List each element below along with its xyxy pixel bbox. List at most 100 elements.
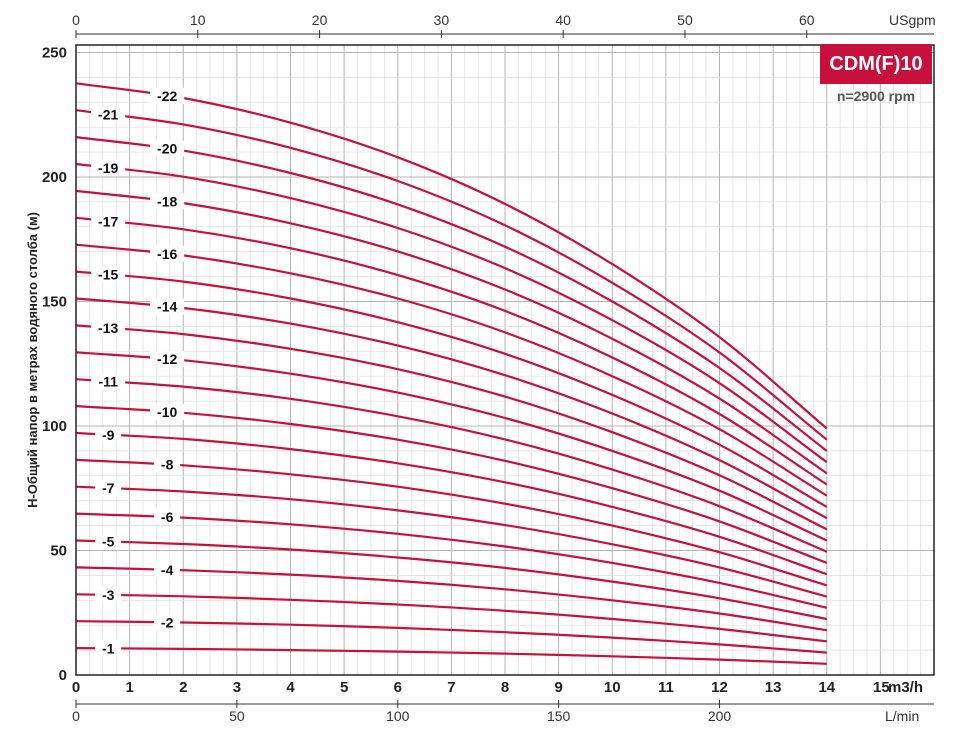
curve-12 <box>75 351 828 542</box>
lmin-tick-label: 150 <box>547 708 571 724</box>
curve-label: -1 <box>102 640 115 656</box>
curve-label-background <box>95 640 122 657</box>
x-tick-label: 4 <box>286 679 295 696</box>
curve-group <box>75 82 828 665</box>
curve-9 <box>75 431 828 576</box>
curve-label: -17 <box>98 213 118 229</box>
y-tick-label: 200 <box>42 169 67 186</box>
curve-label: -18 <box>157 193 177 209</box>
curve-label-background <box>91 373 126 390</box>
x-unit-lmin: L/min <box>885 708 919 724</box>
curve-label: -19 <box>98 160 118 176</box>
curve-label-background <box>150 403 185 420</box>
curve-21 <box>75 109 828 441</box>
speed-label: n=2900 rpm <box>836 88 916 104</box>
curve-label: -22 <box>157 88 177 104</box>
curve-label-background <box>91 320 126 337</box>
y-tick-label: 100 <box>42 418 67 435</box>
curve-label: -7 <box>102 480 115 496</box>
top-tick-label: 40 <box>555 12 571 28</box>
curve-22 <box>75 82 828 430</box>
x-tick-label: 13 <box>765 679 782 696</box>
curve-label: -3 <box>102 587 115 603</box>
curve-label: -15 <box>98 267 118 283</box>
y-tick-label: 150 <box>42 293 67 310</box>
x-tick-label: 8 <box>501 679 509 696</box>
curve-label: -14 <box>157 299 177 315</box>
grid <box>75 45 935 676</box>
curve-15 <box>75 270 828 508</box>
curve-6 <box>75 512 828 609</box>
y-tick-label: 250 <box>42 44 67 61</box>
curve-label-background <box>150 245 185 262</box>
lmin-tick-label: 200 <box>708 708 732 724</box>
curve-label-background <box>150 140 185 157</box>
curve-label-background <box>91 213 126 230</box>
curve-label-background <box>150 351 185 368</box>
curve-label: -16 <box>157 246 177 262</box>
curve-labels: -1 -2 -3 -4 -5 -6 -7 -8 -9 -10 -11 -12 -13 -14 -15 -16 -… <box>91 87 185 657</box>
curve-10 <box>75 405 828 564</box>
x-tick-label: 11 <box>658 679 674 696</box>
top-tick-label: 60 <box>799 12 815 28</box>
x-tick-label: 12 <box>711 679 728 696</box>
curve-13 <box>75 324 828 531</box>
curve-19 <box>75 162 828 463</box>
x-tick-label: 3 <box>233 679 241 696</box>
curve-label: -10 <box>157 404 177 420</box>
curve-label: -21 <box>98 106 118 122</box>
curve-label: -11 <box>98 373 118 389</box>
x-unit-top: USgpm <box>889 12 936 28</box>
curve-label-background <box>150 298 185 315</box>
curve-label: -4 <box>161 562 174 578</box>
x-tick-label: 10 <box>604 679 621 696</box>
lmin-tick-label: 0 <box>72 708 80 724</box>
curve-2 <box>75 620 827 654</box>
curve-label-background <box>91 266 126 283</box>
lmin-tick-label: 50 <box>229 708 245 724</box>
curve-label-background <box>150 193 185 210</box>
x-tick-label: 2 <box>179 679 187 696</box>
curve-label: -9 <box>102 427 115 443</box>
curve-label-background <box>91 106 126 123</box>
curve-label: -6 <box>161 509 174 525</box>
x-tick-label: 15 <box>873 679 890 696</box>
curve-label: -5 <box>102 534 115 550</box>
x-tick-label: 7 <box>447 679 455 696</box>
model-badge: CDM(F)10 <box>820 44 932 84</box>
x-tick-label: 0 <box>72 679 80 696</box>
curve-label-background <box>95 533 122 550</box>
curve-20 <box>75 136 828 452</box>
y-axis-label: Н-Общий напор в метрах водяного столба (… <box>25 212 40 508</box>
y-tick-label: 0 <box>59 667 67 684</box>
top-tick-label: 0 <box>72 12 80 28</box>
curve-label-background <box>154 561 181 578</box>
curve-label-background <box>91 159 126 176</box>
curve-label: -20 <box>157 141 177 157</box>
curve-label: -12 <box>157 351 177 367</box>
curve-1 <box>75 647 827 665</box>
curve-label-background <box>154 456 181 473</box>
curve-14 <box>75 297 828 520</box>
top-tick-label: 20 <box>312 12 328 28</box>
curve-label-background <box>95 426 122 443</box>
curve-label-background <box>150 87 185 104</box>
top-tick-label: 30 <box>434 12 450 28</box>
x-unit-bottom: m3/h <box>888 679 923 696</box>
curve-8 <box>75 458 828 587</box>
curve-5 <box>75 539 828 621</box>
curve-label: -8 <box>161 457 174 473</box>
x-tick-label: 6 <box>394 679 402 696</box>
curve-18 <box>75 189 828 475</box>
curve-4 <box>75 566 827 632</box>
curve-17 <box>75 216 828 486</box>
curve-7 <box>75 485 828 598</box>
y-tick-label: 50 <box>50 542 67 559</box>
curve-label-background <box>95 480 122 497</box>
curve-label: -13 <box>98 320 118 336</box>
x-tick-label: 9 <box>554 679 562 696</box>
curve-16 <box>75 243 828 497</box>
top-tick-label: 10 <box>190 12 206 28</box>
